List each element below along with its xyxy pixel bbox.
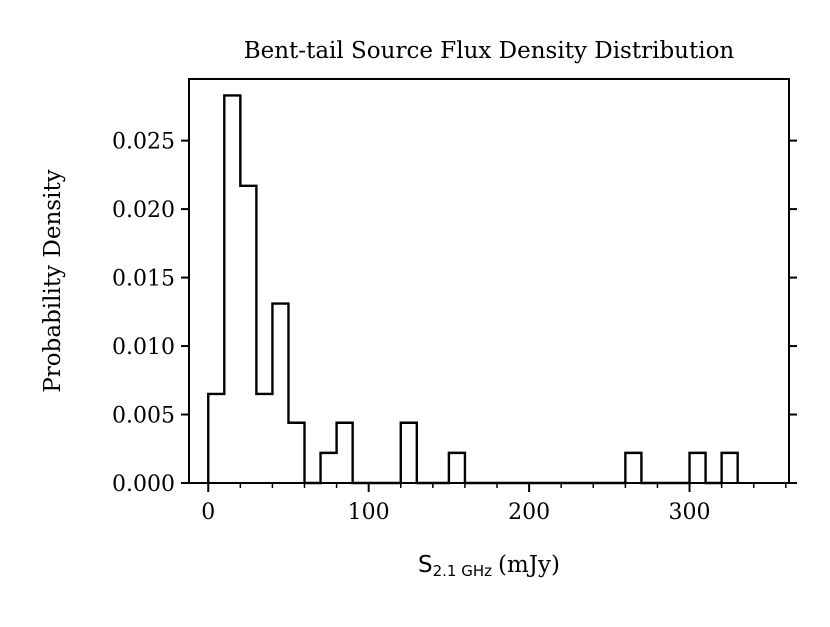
y-axis-label: Probability Density bbox=[40, 169, 66, 392]
x-axis-label-symbol: S bbox=[418, 552, 433, 578]
y-tick-label: 0.005 bbox=[112, 404, 175, 429]
x-tick-label: 100 bbox=[348, 500, 390, 525]
x-axis-label-unit: (mJy) bbox=[498, 552, 560, 578]
y-tick-label: 0.020 bbox=[112, 198, 175, 223]
x-axis: 0 100 200 300 bbox=[201, 483, 787, 525]
y-tick-label: 0.025 bbox=[112, 130, 175, 155]
y-axis: 0.000 0.005 0.010 0.015 0.020 0.025 bbox=[112, 130, 797, 497]
x-tick-label: 300 bbox=[669, 500, 711, 525]
y-tick-label: 0.010 bbox=[112, 335, 175, 360]
x-axis-label: S2.1 GHz (mJy) bbox=[418, 552, 560, 580]
x-tick-label: 200 bbox=[508, 500, 550, 525]
x-axis-label-subscript: 2.1 GHz bbox=[433, 562, 493, 580]
histogram-step-line bbox=[207, 94, 739, 485]
chart-title: Bent-tail Source Flux Density Distributi… bbox=[244, 38, 735, 64]
y-tick-label: 0.015 bbox=[112, 267, 175, 292]
plot-frame bbox=[188, 78, 790, 484]
x-tick-label: 0 bbox=[201, 500, 215, 525]
y-tick-label: 0.000 bbox=[112, 472, 175, 497]
